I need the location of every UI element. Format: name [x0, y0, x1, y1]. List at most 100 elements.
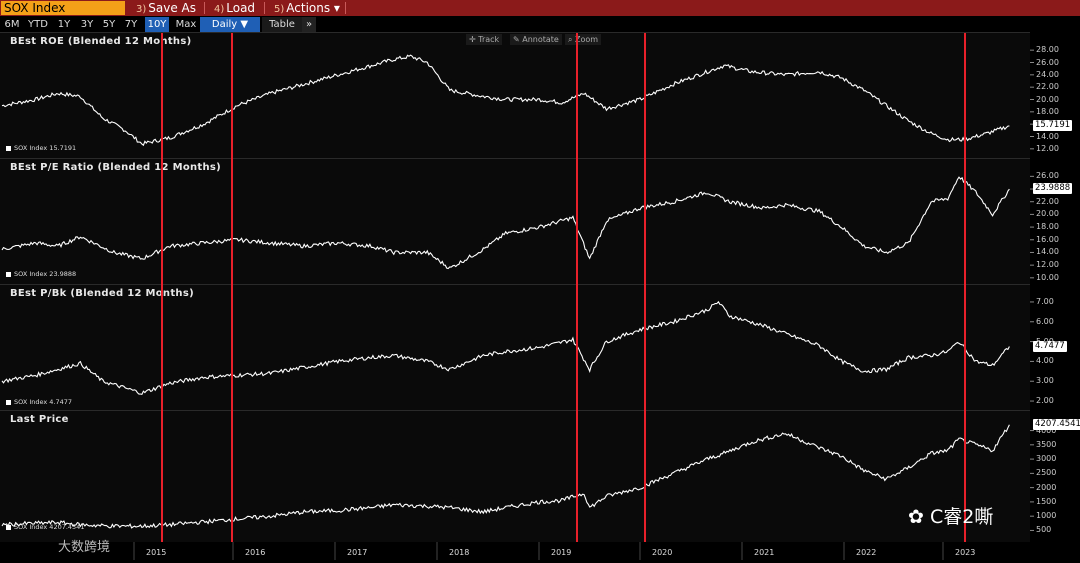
y-tick-label: 2000 — [1036, 482, 1057, 492]
panel-legend: SOX Index 23.9888 — [6, 270, 76, 278]
x-tick-label: 2020 — [652, 548, 673, 557]
panel-price: Last Price SOX Index 4207.4541 — [0, 410, 1030, 542]
crosshair-icon: ✛ — [469, 35, 479, 44]
last-value-flag: 15.7191 — [1033, 119, 1073, 131]
y-tick-label: 26.00 — [1036, 171, 1059, 181]
range-6m[interactable]: 6M — [4, 19, 20, 30]
x-tick-label: 2015 — [146, 548, 167, 557]
save-as-label: Save As — [148, 1, 196, 15]
x-tick-label: 2021 — [754, 548, 775, 557]
legend-text: SOX Index 4207.4541 — [14, 523, 85, 531]
zoom-tool[interactable]: ⌕ Zoom — [565, 34, 602, 45]
panel-title: BEst P/Bk (Blended 12 Months) — [10, 288, 194, 299]
panel-title: BEst P/E Ratio (Blended 12 Months) — [10, 162, 222, 173]
x-tick-label: 2017 — [347, 548, 368, 557]
legend-swatch — [6, 271, 11, 277]
range-7y[interactable]: 7Y — [124, 19, 138, 30]
menu-divider — [204, 2, 205, 14]
panel-legend: SOX Index 4.7477 — [6, 398, 72, 406]
top-menu-bar — [0, 0, 1080, 16]
y-tick-label: 18.00 — [1036, 222, 1059, 232]
y-tick-label: 6.00 — [1036, 316, 1054, 326]
wechat-watermark: ✿ C睿2嘶 — [908, 502, 993, 529]
save-as-button[interactable]: 3) Save As — [136, 0, 196, 16]
series-line — [1, 300, 1010, 396]
x-tick-label: 2022 — [856, 548, 877, 557]
y-tick-label: 28.00 — [1036, 45, 1059, 55]
load-shortcut: 4) — [214, 4, 225, 15]
panel-pe: BEst P/E Ratio (Blended 12 Months) SOX I… — [0, 158, 1030, 284]
range-max[interactable]: Max — [175, 19, 197, 30]
x-tick-label: 2023 — [955, 548, 976, 557]
panel-roe: BEst ROE (Blended 12 Months) SOX Index 1… — [0, 32, 1030, 158]
y-tick-label: 16.00 — [1036, 234, 1059, 244]
last-value-flag: 4207.4541 — [1033, 418, 1080, 430]
y-tick-label: 7.00 — [1036, 296, 1054, 306]
legend-text: SOX Index 23.9888 — [14, 270, 77, 278]
corner-watermark: 大数跨境 — [58, 540, 111, 555]
range-10y[interactable]: 10Y — [145, 17, 169, 32]
series-line — [1, 176, 1010, 270]
annotate-label: Annotate — [522, 35, 559, 44]
table-button[interactable]: Table — [262, 17, 302, 32]
y-tick-label: 26.00 — [1036, 57, 1059, 67]
zoom-label: Zoom — [575, 35, 599, 44]
load-button[interactable]: 4) Load — [214, 0, 255, 16]
y-tick-label: 4000 — [1036, 425, 1057, 435]
panel-title: Last Price — [10, 414, 69, 425]
track-label: Track — [478, 35, 500, 44]
load-label: Load — [226, 1, 256, 15]
range-ytd[interactable]: YTD — [28, 19, 48, 30]
panel-pbk: BEst P/Bk (Blended 12 Months) SOX Index … — [0, 284, 1030, 410]
x-axis — [0, 542, 1080, 563]
y-tick-label: 3.00 — [1036, 376, 1054, 386]
panel-title: BEst ROE (Blended 12 Months) — [10, 36, 192, 47]
y-tick-label: 18.00 — [1036, 106, 1059, 116]
x-tick-label: 2019 — [551, 548, 572, 557]
legend-swatch — [6, 399, 11, 405]
range-5y[interactable]: 5Y — [102, 19, 116, 30]
y-tick-label: 14.00 — [1036, 247, 1059, 257]
y-tick-label: 1500 — [1036, 496, 1057, 506]
y-tick-label: 20.00 — [1036, 209, 1059, 219]
more-button[interactable]: » — [302, 17, 316, 32]
range-bar: 6M YTD 1Y 3Y 5Y 7Y 10Y Max Daily ▼ Table… — [0, 17, 1080, 32]
pencil-icon: ✎ — [513, 35, 523, 44]
actions-button[interactable]: 5) Actions ▾ — [274, 0, 340, 16]
track-tool[interactable]: ✛ Track — [466, 34, 503, 45]
panel-legend: SOX Index 15.7191 — [6, 144, 76, 152]
y-tick-label: 2500 — [1036, 468, 1057, 478]
panel-legend: SOX Index 4207.4541 — [6, 523, 84, 531]
y-tick-label: 4.00 — [1036, 356, 1054, 366]
y-tick-label: 22.00 — [1036, 82, 1059, 92]
y-tick-label: 3000 — [1036, 454, 1057, 464]
y-tick-label: 20.00 — [1036, 94, 1059, 104]
frequency-dropdown[interactable]: Daily ▼ — [200, 17, 260, 32]
y-axis-strip — [1030, 32, 1080, 542]
y-tick-label: 500 — [1036, 525, 1052, 535]
annotate-tool[interactable]: ✎ Annotate — [510, 34, 562, 45]
y-tick-label: 12.00 — [1036, 260, 1059, 270]
x-tick-label: 2016 — [245, 548, 266, 557]
ticker-field[interactable]: SOX Index — [1, 1, 125, 15]
menu-divider — [264, 2, 265, 14]
y-tick-label: 10.00 — [1036, 272, 1059, 282]
series-line — [1, 424, 1010, 529]
legend-swatch — [6, 524, 11, 530]
last-value-flag: 4.7477 — [1033, 340, 1067, 352]
last-value-flag: 23.9888 — [1033, 183, 1073, 195]
y-tick-label: 1000 — [1036, 511, 1057, 521]
legend-text: SOX Index 15.7191 — [14, 144, 77, 152]
y-tick-label: 24.00 — [1036, 69, 1059, 79]
range-1y[interactable]: 1Y — [57, 19, 71, 30]
wechat-icon: ✿ — [908, 506, 930, 528]
y-tick-label: 2.00 — [1036, 396, 1054, 406]
series-line — [1, 54, 1010, 147]
magnifier-icon: ⌕ — [568, 35, 576, 44]
y-tick-label: 14.00 — [1036, 131, 1059, 141]
range-3y[interactable]: 3Y — [80, 19, 94, 30]
menu-divider — [345, 2, 346, 14]
x-tick-label: 2018 — [449, 548, 470, 557]
actions-shortcut: 5) — [274, 4, 285, 15]
